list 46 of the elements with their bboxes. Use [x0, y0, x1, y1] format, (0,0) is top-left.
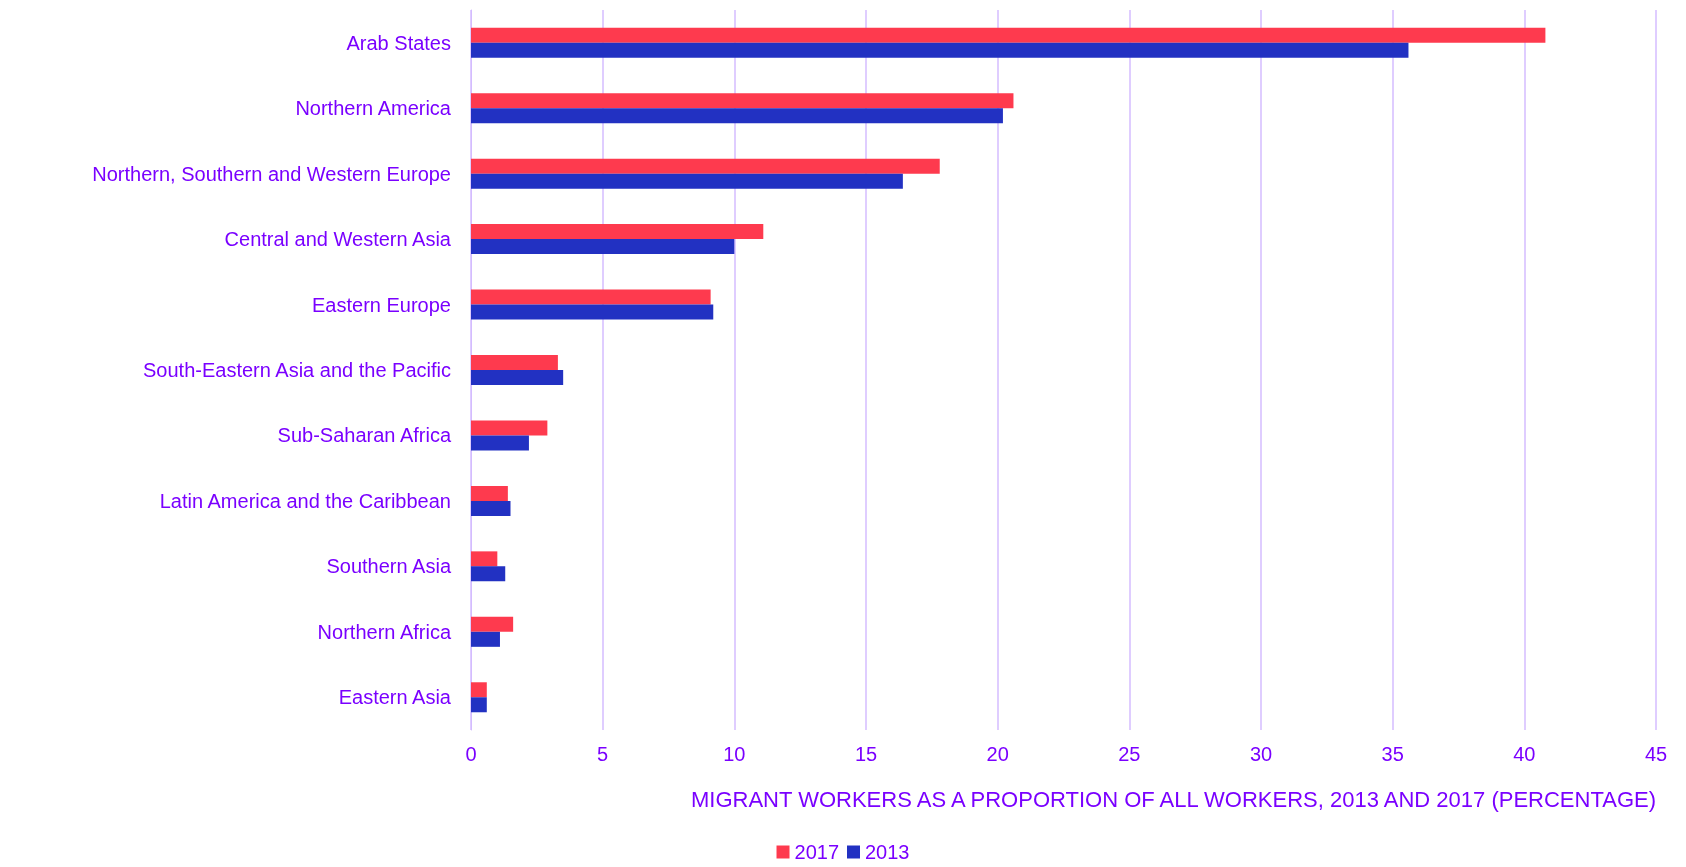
bar — [471, 616, 514, 632]
bar — [471, 370, 564, 385]
x-tick-label: 45 — [1644, 743, 1668, 765]
y-tick-label: Southern Asia — [326, 555, 452, 578]
bar — [471, 566, 506, 582]
bar — [471, 224, 764, 240]
y-tick-label: Northern, Southern and Western Europe — [92, 162, 451, 185]
x-tick-label: 30 — [1249, 743, 1273, 765]
bar — [471, 697, 487, 713]
y-tick-label: Eastern Europe — [312, 293, 451, 316]
x-axis-title: MIGRANT WORKERS AS A PROPORTION OF ALL WORKERS, 2013 AND 2017 (PERCENTAGE) — [690, 786, 1656, 812]
y-tick-label: South-Eastern Asia and the Pacific — [143, 359, 451, 381]
bar — [471, 289, 711, 305]
legend-label: 2017 — [794, 841, 840, 863]
x-tick-label: 20 — [986, 743, 1009, 765]
y-tick-label: Central and Western Asia — [224, 228, 452, 251]
bar — [471, 500, 511, 516]
y-tick-label: Northern America — [295, 97, 452, 120]
bar — [471, 27, 1546, 43]
y-tick-label: Northern Africa — [317, 620, 452, 643]
bar — [471, 631, 500, 647]
legend-label: 2013 — [865, 841, 910, 863]
bar — [471, 420, 548, 436]
y-tick-label: Eastern Asia — [338, 686, 452, 709]
x-tick-label: 0 — [465, 743, 477, 765]
bar — [471, 93, 1014, 109]
bar — [471, 682, 487, 698]
x-tick-label: 35 — [1381, 743, 1404, 765]
bar — [471, 108, 1003, 124]
x-tick-label: 40 — [1513, 743, 1536, 765]
y-tick-label: Sub-Saharan Africa — [277, 424, 452, 447]
bar — [471, 173, 903, 189]
x-tick-label: 5 — [597, 743, 609, 765]
bar — [471, 551, 498, 567]
bar — [471, 485, 508, 501]
bar — [471, 158, 940, 174]
bar — [471, 239, 735, 255]
y-tick-label: Arab States — [346, 31, 451, 54]
bar — [471, 42, 1409, 58]
bar — [471, 355, 558, 370]
x-tick-label: 10 — [723, 743, 746, 765]
bar — [471, 435, 529, 451]
x-tick-label: 15 — [854, 743, 878, 765]
x-tick-label: 25 — [1118, 743, 1141, 765]
bar — [471, 304, 714, 320]
y-tick-label: Latin America and the Caribbean — [159, 489, 451, 512]
